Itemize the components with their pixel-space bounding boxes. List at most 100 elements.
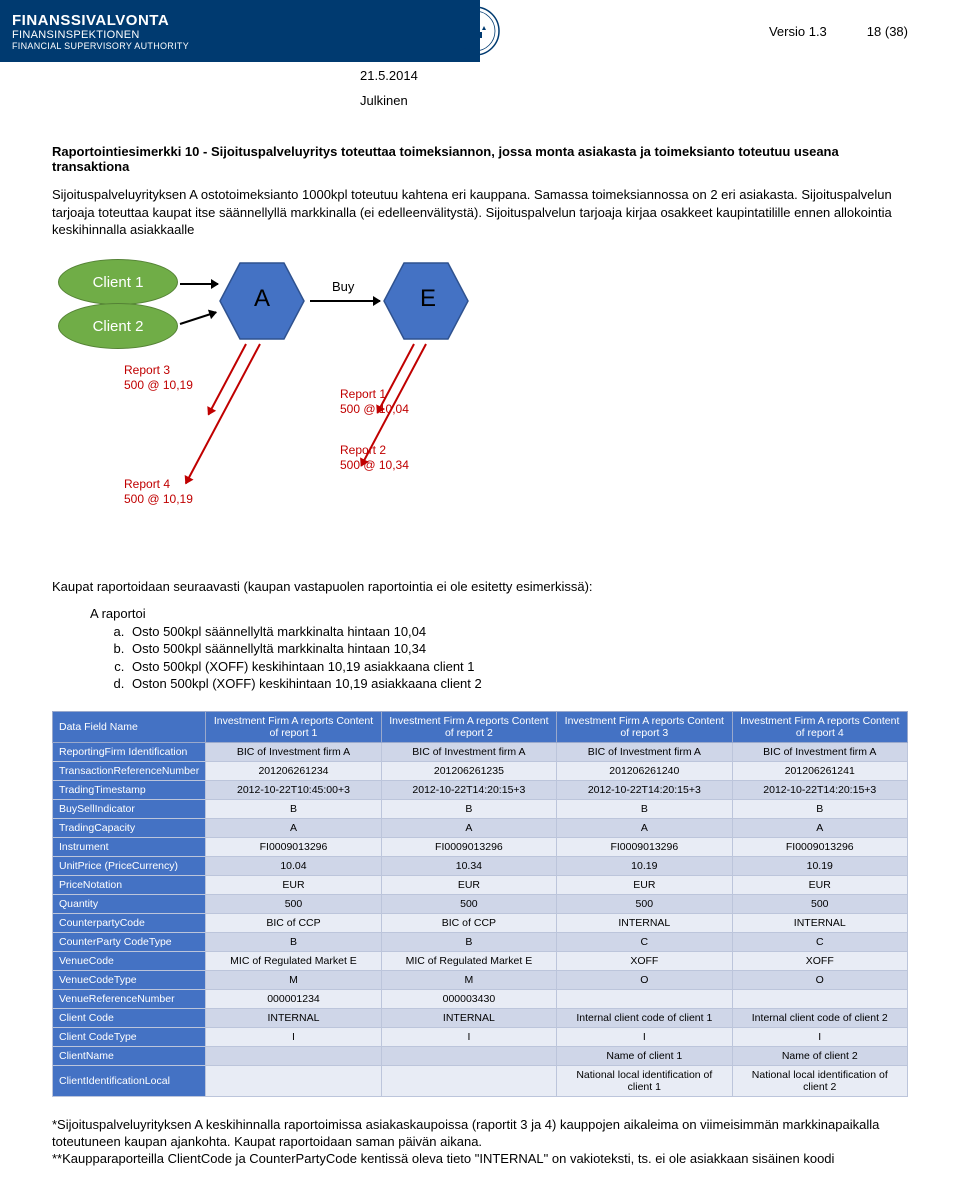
table-cell: 201206261241 [732, 761, 907, 780]
table-cell: I [206, 1027, 381, 1046]
table-row: PriceNotationEUREUREUREUR [53, 875, 908, 894]
table-cell: I [557, 1027, 732, 1046]
table-cell [381, 1046, 556, 1065]
table-cell: O [557, 970, 732, 989]
list-item: Oston 500kpl (XOFF) keskihintaan 10,19 a… [128, 675, 908, 693]
client1-arrow [180, 283, 218, 285]
table-row: CounterpartyCodeBIC of CCPBIC of CCPINTE… [53, 913, 908, 932]
table-cell: B [557, 799, 732, 818]
table-cell: 000001234 [206, 989, 381, 1008]
page-number: 18 (38) [867, 24, 908, 39]
table-cell: M [381, 970, 556, 989]
table-cell: 2012-10-22T14:20:15+3 [732, 780, 907, 799]
table-cell: I [381, 1027, 556, 1046]
table-cell: FI0009013296 [381, 837, 556, 856]
table-row: ClientName Name of client 1Name of client… [53, 1046, 908, 1065]
example-heading: Raportointiesimerkki 10 - Sijoituspalvel… [52, 144, 908, 174]
table-cell: BIC of Investment firm A [206, 742, 381, 761]
table-row: Client CodeTypeIIII [53, 1027, 908, 1046]
transaction-diagram: Client 1 Client 2 A E Buy Report 3500 @ … [52, 255, 692, 555]
brand-line3: FINANCIAL SUPERVISORY AUTHORITY [12, 41, 189, 51]
table-header: Investment Firm A reports Content of rep… [381, 711, 556, 742]
table-row: VenueReferenceNumber000001234000003430 [53, 989, 908, 1008]
table-header: Investment Firm A reports Content of rep… [732, 711, 907, 742]
table-cell [732, 989, 907, 1008]
table-cell: A [732, 818, 907, 837]
report4-label: Report 4500 @ 10,19 [124, 477, 193, 508]
table-cell: UnitPrice (PriceCurrency) [53, 856, 206, 875]
table-cell: 500 [557, 894, 732, 913]
table-cell [206, 1046, 381, 1065]
table-cell: O [732, 970, 907, 989]
table-cell: 201206261235 [381, 761, 556, 780]
report-list: Osto 500kpl säännellyltä markkinalta hin… [128, 623, 908, 693]
table-cell: INTERNAL [206, 1008, 381, 1027]
brand-line1: FINANSSIVALVONTA [12, 12, 189, 29]
table-cell: XOFF [732, 951, 907, 970]
table-cell: XOFF [557, 951, 732, 970]
table-cell: 10.19 [732, 856, 907, 875]
table-cell: INTERNAL [732, 913, 907, 932]
table-cell: Client Code [53, 1008, 206, 1027]
client2-node: Client 2 [58, 303, 178, 349]
brand-line2: FINANSINSPEKTIONEN [12, 29, 189, 41]
table-cell: 500 [732, 894, 907, 913]
client2-arrow [180, 311, 217, 325]
list-intro: A raportoi [90, 606, 908, 621]
report-table: Data Field NameInvestment Firm A reports… [52, 711, 908, 1097]
table-row: TransactionReferenceNumber20120626123420… [53, 761, 908, 780]
table-cell: Name of client 1 [557, 1046, 732, 1065]
table-cell: C [732, 932, 907, 951]
table-cell: 000003430 [381, 989, 556, 1008]
table-cell: 10.34 [381, 856, 556, 875]
table-cell: 500 [381, 894, 556, 913]
table-cell: CounterpartyCode [53, 913, 206, 932]
table-row: UnitPrice (PriceCurrency)10.0410.3410.19… [53, 856, 908, 875]
table-cell: C [557, 932, 732, 951]
table-cell: EUR [732, 875, 907, 894]
table-cell: PriceNotation [53, 875, 206, 894]
table-cell: VenueReferenceNumber [53, 989, 206, 1008]
table-cell: A [557, 818, 732, 837]
table-cell: INTERNAL [381, 1008, 556, 1027]
table-cell: 2012-10-22T14:20:15+3 [557, 780, 732, 799]
table-cell: 2012-10-22T14:20:15+3 [381, 780, 556, 799]
table-header: Investment Firm A reports Content of rep… [206, 711, 381, 742]
report3-label: Report 3500 @ 10,19 [124, 363, 193, 394]
table-cell: ClientName [53, 1046, 206, 1065]
report2-label: Report 2500 @ 10,34 [340, 443, 409, 474]
visibility-label: Julkinen [360, 93, 960, 108]
table-cell: VenueCodeType [53, 970, 206, 989]
table-cell: ClientIdentificationLocal [53, 1065, 206, 1096]
footnote-1: *Sijoituspalveluyrityksen A keskihinnall… [52, 1117, 908, 1151]
table-cell: INTERNAL [557, 913, 732, 932]
table-cell: Name of client 2 [732, 1046, 907, 1065]
table-cell: VenueCode [53, 951, 206, 970]
table-cell: BIC of Investment firm A [557, 742, 732, 761]
table-row: CounterParty CodeTypeBBCC [53, 932, 908, 951]
table-cell: MIC of Regulated Market E [381, 951, 556, 970]
table-cell: Client CodeType [53, 1027, 206, 1046]
doc-date: 21.5.2014 [360, 68, 960, 83]
table-cell: B [381, 932, 556, 951]
buy-arrow [310, 300, 380, 302]
table-header: Investment Firm A reports Content of rep… [557, 711, 732, 742]
reporting-sentence: Kaupat raportoidaan seuraavasti (kaupan … [52, 579, 908, 594]
table-cell: FI0009013296 [557, 837, 732, 856]
table-header: Data Field Name [53, 711, 206, 742]
table-cell: BIC of Investment firm A [732, 742, 907, 761]
table-cell: Quantity [53, 894, 206, 913]
table-cell: TransactionReferenceNumber [53, 761, 206, 780]
buy-label: Buy [332, 279, 354, 294]
table-cell: B [206, 932, 381, 951]
table-cell: BIC of CCP [381, 913, 556, 932]
table-cell: B [732, 799, 907, 818]
table-cell: Instrument [53, 837, 206, 856]
intro-paragraph: Sijoituspalveluyrityksen A ostotoimeksia… [52, 186, 908, 239]
list-item: Osto 500kpl (XOFF) keskihintaan 10,19 as… [128, 658, 908, 676]
report1-label: Report 1500 @ 10,04 [340, 387, 409, 418]
table-row: TradingCapacityAAAA [53, 818, 908, 837]
list-item: Osto 500kpl säännellyltä markkinalta hin… [128, 623, 908, 641]
table-cell: Internal client code of client 1 [557, 1008, 732, 1027]
table-cell: FI0009013296 [206, 837, 381, 856]
